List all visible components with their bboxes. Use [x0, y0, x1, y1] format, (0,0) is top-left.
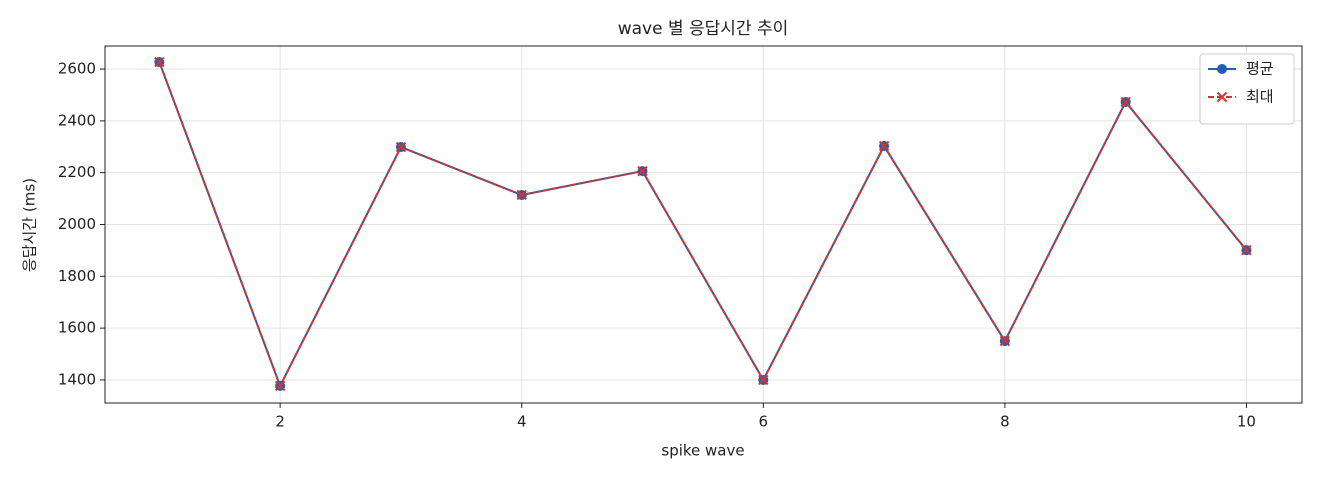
marker — [878, 140, 890, 152]
y-tick-label: 1400 — [58, 370, 96, 388]
y-axis-label: 응답시간 (ms) — [21, 178, 39, 272]
y-tick-label: 2000 — [58, 215, 96, 233]
marker — [516, 189, 527, 201]
series-line — [158, 61, 1248, 389]
legend-marker — [1217, 64, 1227, 74]
marker — [274, 380, 286, 392]
marker — [1241, 244, 1252, 256]
x-tick-label: 10 — [1237, 413, 1256, 431]
chart-title: wave 별 응답시간 추이 — [618, 19, 789, 39]
legend-label: 최대 — [1246, 88, 1274, 106]
marker — [395, 141, 407, 153]
y-tick-label: 2400 — [58, 111, 96, 129]
y-tick-label: 1600 — [58, 319, 96, 337]
marker — [1120, 96, 1131, 108]
y-tick-label: 2200 — [58, 163, 96, 181]
marker — [637, 165, 648, 177]
x-axis-label: spike wave — [661, 442, 744, 460]
series-line — [158, 61, 1248, 389]
marker — [154, 56, 165, 68]
marker — [999, 335, 1011, 347]
x-tick-label: 8 — [1000, 413, 1010, 431]
plot — [154, 56, 1252, 392]
marker — [758, 374, 769, 386]
x-tick-label: 2 — [275, 413, 285, 431]
legend-label: 평균 — [1246, 60, 1274, 78]
y-tick-label: 1800 — [58, 267, 96, 285]
x-tick-label: 4 — [517, 413, 527, 431]
y-tick-label: 2600 — [58, 60, 96, 78]
x-tick-label: 6 — [759, 413, 769, 431]
legend-marker — [1216, 91, 1228, 103]
